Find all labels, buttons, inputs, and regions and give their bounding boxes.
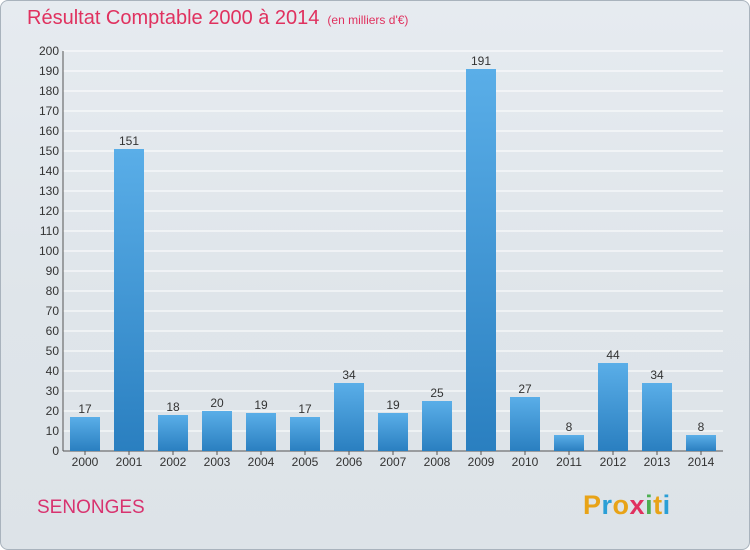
bar-2011 <box>554 435 584 451</box>
data-label-2008: 25 <box>430 386 444 400</box>
bar-2009 <box>466 69 496 451</box>
chart-title-text: Résultat Comptable 2000 à 2014 <box>27 7 320 29</box>
logo-letter: i <box>662 490 671 520</box>
y-tick-label: 150 <box>39 144 59 158</box>
logo-letter: o <box>612 490 630 520</box>
x-tick-label: 2008 <box>424 455 451 469</box>
logo-letter: P <box>583 490 602 520</box>
bar-2005 <box>290 417 320 451</box>
y-tick-label: 130 <box>39 184 59 198</box>
x-tick-label: 2010 <box>512 455 539 469</box>
y-tick-label: 110 <box>40 224 59 238</box>
y-tick-label: 200 <box>39 44 59 58</box>
y-tick-label: 60 <box>46 324 60 338</box>
logo-letter: t <box>653 490 663 520</box>
data-label-2004: 19 <box>254 398 268 412</box>
bar-2012 <box>598 363 628 451</box>
x-tick-label: 2003 <box>204 455 231 469</box>
data-label-2010: 27 <box>518 382 532 396</box>
chart-title: Résultat Comptable 2000 à 2014 (en millie… <box>27 7 408 30</box>
bar-2010 <box>510 397 540 451</box>
logo-letter: i <box>645 490 654 520</box>
chart-subtitle: (en milliers d'€) <box>327 13 409 27</box>
data-label-2014: 8 <box>698 420 705 434</box>
data-label-2002: 18 <box>166 400 180 414</box>
x-tick-label: 2012 <box>600 455 627 469</box>
bar-2014 <box>686 435 716 451</box>
logo-letter: x <box>629 490 646 520</box>
x-tick-label: 2009 <box>468 455 495 469</box>
place-name: SENONGES <box>37 497 145 518</box>
data-labels: 17 151 18 20 19 17 34 19 25 191 27 8 44 34 8 <box>78 54 704 434</box>
y-tick-label: 50 <box>46 344 60 358</box>
bar-2004 <box>246 413 276 451</box>
bar-2007 <box>378 413 408 451</box>
bar-2006 <box>334 383 364 451</box>
y-tick-label: 0 <box>52 444 59 458</box>
y-tick-label: 160 <box>39 124 59 138</box>
x-tick-label: 2011 <box>556 455 582 469</box>
data-label-2005: 17 <box>298 402 312 416</box>
data-label-2001: 151 <box>119 134 139 148</box>
x-tick-label: 2002 <box>160 455 187 469</box>
x-tick-label: 2014 <box>688 455 715 469</box>
bar-2001 <box>114 149 144 451</box>
data-label-2013: 34 <box>650 368 664 382</box>
data-label-2007: 19 <box>386 398 400 412</box>
x-tick-label: 2005 <box>292 455 319 469</box>
y-tick-label: 180 <box>39 84 59 98</box>
y-tick-label: 140 <box>39 164 59 178</box>
x-tick-label: 2006 <box>336 455 363 469</box>
y-tick-label: 10 <box>46 424 60 438</box>
y-tick-label: 80 <box>46 284 60 298</box>
bar-2002 <box>158 415 188 451</box>
x-tick-label: 2007 <box>380 455 407 469</box>
y-tick-label: 100 <box>39 244 59 258</box>
x-tick-label: 2001 <box>116 455 143 469</box>
data-label-2009: 191 <box>471 54 491 68</box>
data-label-2011: 8 <box>566 420 573 434</box>
data-label-2006: 34 <box>342 368 356 382</box>
bar-2000 <box>70 417 100 451</box>
y-tick-label: 70 <box>46 304 60 318</box>
y-tick-label: 30 <box>46 384 60 398</box>
x-tick-label: 2013 <box>644 455 671 469</box>
x-tick-label: 2000 <box>72 455 99 469</box>
y-tick-label: 120 <box>39 204 59 218</box>
bars <box>70 69 716 451</box>
bar-2003 <box>202 411 232 451</box>
bar-2008 <box>422 401 452 451</box>
logo-letter: r <box>601 490 613 520</box>
y-tick-label: 90 <box>46 264 60 278</box>
y-tick-label: 40 <box>46 364 60 378</box>
proxiti-logo: Proxiti <box>583 490 671 521</box>
data-label-2003: 20 <box>210 396 224 410</box>
y-tick-label: 190 <box>39 64 59 78</box>
data-label-2012: 44 <box>606 348 620 362</box>
data-label-2000: 17 <box>78 402 92 416</box>
y-tick-label: 20 <box>46 404 60 418</box>
bar-2013 <box>642 383 672 451</box>
x-tick-label: 2004 <box>248 455 275 469</box>
y-tick-label: 170 <box>39 104 59 118</box>
axes: 0 10 20 30 40 50 60 70 80 90 100 110 120 130 140 150 160… <box>39 44 723 469</box>
